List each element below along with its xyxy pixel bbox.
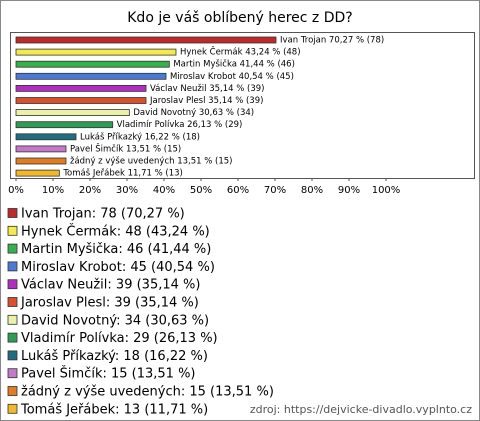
legend-swatch bbox=[7, 386, 18, 396]
legend-label: žádný z výše uvedených: 15 (13,51 %) bbox=[21, 385, 274, 400]
legend-swatch bbox=[7, 243, 18, 254]
value-label: Václav Neužil 35,14 % (39) bbox=[150, 84, 264, 94]
legend-label: Martin Myšička: 46 (41,44 %) bbox=[21, 242, 211, 257]
bar bbox=[15, 85, 147, 92]
legend-label: Pavel Šimčík: 15 (13,51 %) bbox=[21, 366, 196, 382]
legend-swatch bbox=[7, 332, 18, 343]
legend-label: David Novotný: 34 (30,63 %) bbox=[21, 313, 209, 328]
bar bbox=[15, 169, 60, 177]
bar bbox=[15, 133, 77, 141]
x-tick-label: 10% bbox=[42, 185, 64, 196]
bar bbox=[15, 72, 167, 80]
x-tick-label: 30% bbox=[116, 185, 138, 196]
legend-swatch bbox=[7, 350, 18, 361]
legend-swatch bbox=[7, 279, 18, 290]
legend-label: Václav Neužil: 39 (35,14 %) bbox=[21, 278, 200, 293]
value-label: Jaroslav Plesl 35,14 % (39) bbox=[149, 96, 263, 106]
bar bbox=[15, 48, 177, 56]
x-tick-label: 90% bbox=[338, 185, 360, 196]
legend-label: Ivan Trojan: 78 (70,27 %) bbox=[21, 207, 185, 222]
bar bbox=[15, 109, 130, 116]
legend-label: Vladimír Polívka: 29 (26,13 %) bbox=[21, 331, 218, 346]
chart-title: Kdo je váš oblíbený herec z DD? bbox=[127, 10, 352, 26]
legend-label: Miroslav Krobot: 45 (40,54 %) bbox=[21, 260, 215, 275]
bar bbox=[15, 145, 67, 153]
value-label: Tomáš Jeřábek 11,71 % (13) bbox=[62, 168, 183, 179]
x-tick-label: 70% bbox=[264, 185, 286, 196]
value-label: Hynek Čermák 43,24 % (48) bbox=[180, 46, 301, 58]
bar bbox=[15, 97, 147, 104]
legend-swatch bbox=[7, 261, 18, 272]
plot-frame bbox=[10, 32, 475, 179]
legend-label: Lukáš Příkazký: 18 (16,22 %) bbox=[21, 349, 208, 364]
legend-swatch bbox=[7, 225, 18, 236]
x-tick-label: 20% bbox=[79, 185, 101, 196]
source: zdroj: https://dejvicke-divadlo.vyplnto.… bbox=[250, 403, 472, 416]
bar bbox=[15, 36, 277, 44]
value-label: Vladimír Polívka 26,13 % (29) bbox=[117, 120, 243, 130]
value-label: Lukáš Příkazký 16,22 % (18) bbox=[80, 131, 200, 142]
bar bbox=[15, 157, 67, 165]
legend-swatch bbox=[7, 297, 18, 307]
legend-swatch bbox=[7, 314, 18, 325]
bar bbox=[15, 121, 114, 129]
x-tick-label: 60% bbox=[227, 185, 249, 196]
bar bbox=[15, 60, 170, 68]
legend-swatch bbox=[7, 208, 18, 218]
x-tick-label: 80% bbox=[301, 185, 323, 196]
legend-label: Jaroslav Plesl: 39 (35,14 %) bbox=[20, 296, 199, 311]
legend-label: Tomáš Jeřábek: 13 (11,71 %) bbox=[20, 402, 208, 417]
x-tick-label: 50% bbox=[190, 185, 212, 196]
legend-swatch bbox=[7, 403, 18, 414]
value-label: Miroslav Krobot 40,54 % (45) bbox=[170, 72, 294, 82]
x-tick-label: 40% bbox=[153, 185, 175, 196]
value-label: Ivan Trojan 70,27 % (78) bbox=[280, 36, 384, 46]
x-tick-label: 100% bbox=[372, 185, 401, 196]
value-label: Pavel Šimčík 13,51 % (15) bbox=[70, 142, 181, 154]
legend-swatch bbox=[7, 368, 18, 379]
value-label: David Novotný 30,63 % (34) bbox=[133, 108, 254, 118]
value-label: žádný z výše uvedených 13,51 % (15) bbox=[70, 156, 232, 167]
legend-label: Hynek Čermák: 48 (43,24 %) bbox=[21, 223, 210, 239]
x-tick-label: 0% bbox=[8, 185, 24, 196]
value-label: Martin Myšička 41,44 % (46) bbox=[173, 59, 295, 70]
